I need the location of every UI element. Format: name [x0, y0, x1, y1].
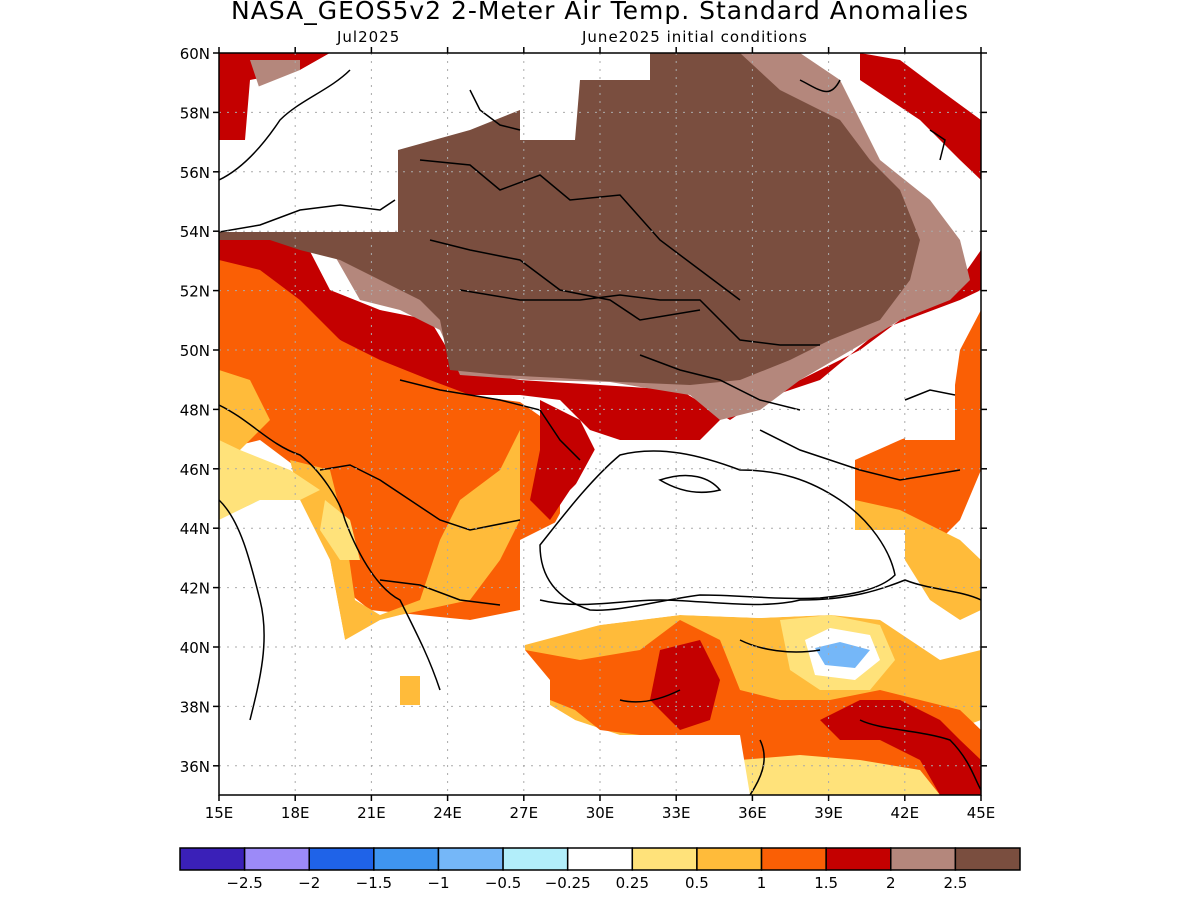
latitude-label: 46N — [180, 461, 210, 479]
anomaly-region — [219, 140, 398, 232]
colorbar-swatch — [243, 847, 310, 871]
latitude-label: 44N — [180, 520, 210, 538]
longitude-label: 18E — [281, 804, 310, 822]
colorbar-swatch — [825, 847, 892, 871]
longitude-label: 27E — [510, 804, 539, 822]
latitude-label: 54N — [180, 223, 210, 241]
colorbar-labels: −2.5 −2 −1.5 −1 −0.5 −0.25 0.25 0.5 1 1.5 2 2.5 — [226, 874, 967, 892]
anomaly-region — [820, 700, 981, 795]
anomaly-region — [400, 676, 420, 705]
anomaly-region — [740, 755, 940, 795]
latitude-label: 52N — [180, 283, 210, 301]
colorbar-tick-label: 1 — [757, 874, 767, 892]
init-conditions-label: June2025 initial conditions — [582, 28, 808, 46]
anomaly-region — [219, 53, 920, 385]
latitude-label: 60N — [180, 45, 210, 63]
anomaly-region — [525, 410, 905, 640]
longitude-labels: 15E 18E 21E 24E 27E 30E 33E 36E 39E 42E 45E — [205, 804, 996, 822]
latitude-label: 42N — [180, 580, 210, 598]
colorbar-swatch — [437, 847, 504, 871]
axis-ticks — [213, 47, 987, 801]
chart-title: NASA_GEOS5v2 2-Meter Air Temp. Standard … — [231, 0, 969, 25]
longitude-label: 42E — [891, 804, 920, 822]
colorbar-tick-label: −2.5 — [226, 874, 262, 892]
colorbar-swatch — [308, 847, 375, 871]
longitude-label: 45E — [967, 804, 996, 822]
anomaly-region — [470, 53, 650, 140]
colorbar-swatch — [179, 847, 246, 871]
colorbar-swatch — [760, 847, 827, 871]
anomaly-region — [530, 400, 600, 520]
anomaly-field — [219, 53, 981, 795]
colorbar-swatch — [566, 847, 634, 871]
valid-month-label: Jul2025 — [337, 28, 401, 46]
latitude-label: 40N — [180, 639, 210, 657]
colorbar-tick-label: −1.5 — [356, 874, 392, 892]
longitude-label: 39E — [814, 804, 843, 822]
longitude-label: 33E — [662, 804, 691, 822]
latitude-label: 48N — [180, 401, 210, 419]
colorbar-tick-label: −1 — [427, 874, 449, 892]
colorbar-tick-label: −0.5 — [485, 874, 521, 892]
colorbar-tick-label: 1.5 — [814, 874, 838, 892]
latitude-label: 36N — [180, 758, 210, 776]
colorbar-tick-label: 2 — [886, 874, 896, 892]
latitude-label: 38N — [180, 698, 210, 716]
colorbar-tick-label: 0.5 — [685, 874, 709, 892]
anomaly-region — [219, 53, 981, 440]
anomaly-region — [905, 380, 955, 440]
colorbar-swatch — [631, 847, 698, 871]
longitude-label: 21E — [357, 804, 386, 822]
anomaly-region — [219, 370, 270, 455]
colorbar-swatch — [696, 847, 763, 871]
anomaly-region — [830, 310, 981, 540]
colorbar-swatch — [890, 847, 957, 871]
colorbar-tick-label: 0.25 — [616, 874, 649, 892]
colorbar-tick-label: −0.25 — [545, 874, 591, 892]
colorbar-tick-label: 2.5 — [943, 874, 967, 892]
anomaly-region — [525, 620, 981, 795]
colorbar-swatch — [502, 847, 569, 871]
latitude-label: 58N — [180, 104, 210, 122]
longitude-label: 24E — [433, 804, 462, 822]
colorbar-swatch — [373, 847, 440, 871]
coastlines — [219, 69, 981, 795]
anomaly-region — [650, 640, 720, 730]
anomaly-region — [219, 53, 330, 140]
anomaly-region — [250, 53, 470, 180]
colorbar-swatch — [954, 847, 1021, 871]
anomaly-region — [320, 500, 360, 560]
latitude-label: 56N — [180, 164, 210, 182]
latitude-label: 50N — [180, 342, 210, 360]
longitude-label: 30E — [586, 804, 615, 822]
longitude-label: 36E — [738, 804, 767, 822]
longitude-label: 15E — [205, 804, 234, 822]
colorbar — [179, 847, 1021, 871]
colorbar-tick-label: −2 — [298, 874, 320, 892]
latitude-labels: 60N 58N 56N 54N 52N 50N 48N 46N 44N 42N 40N 38N 36N — [180, 45, 210, 776]
